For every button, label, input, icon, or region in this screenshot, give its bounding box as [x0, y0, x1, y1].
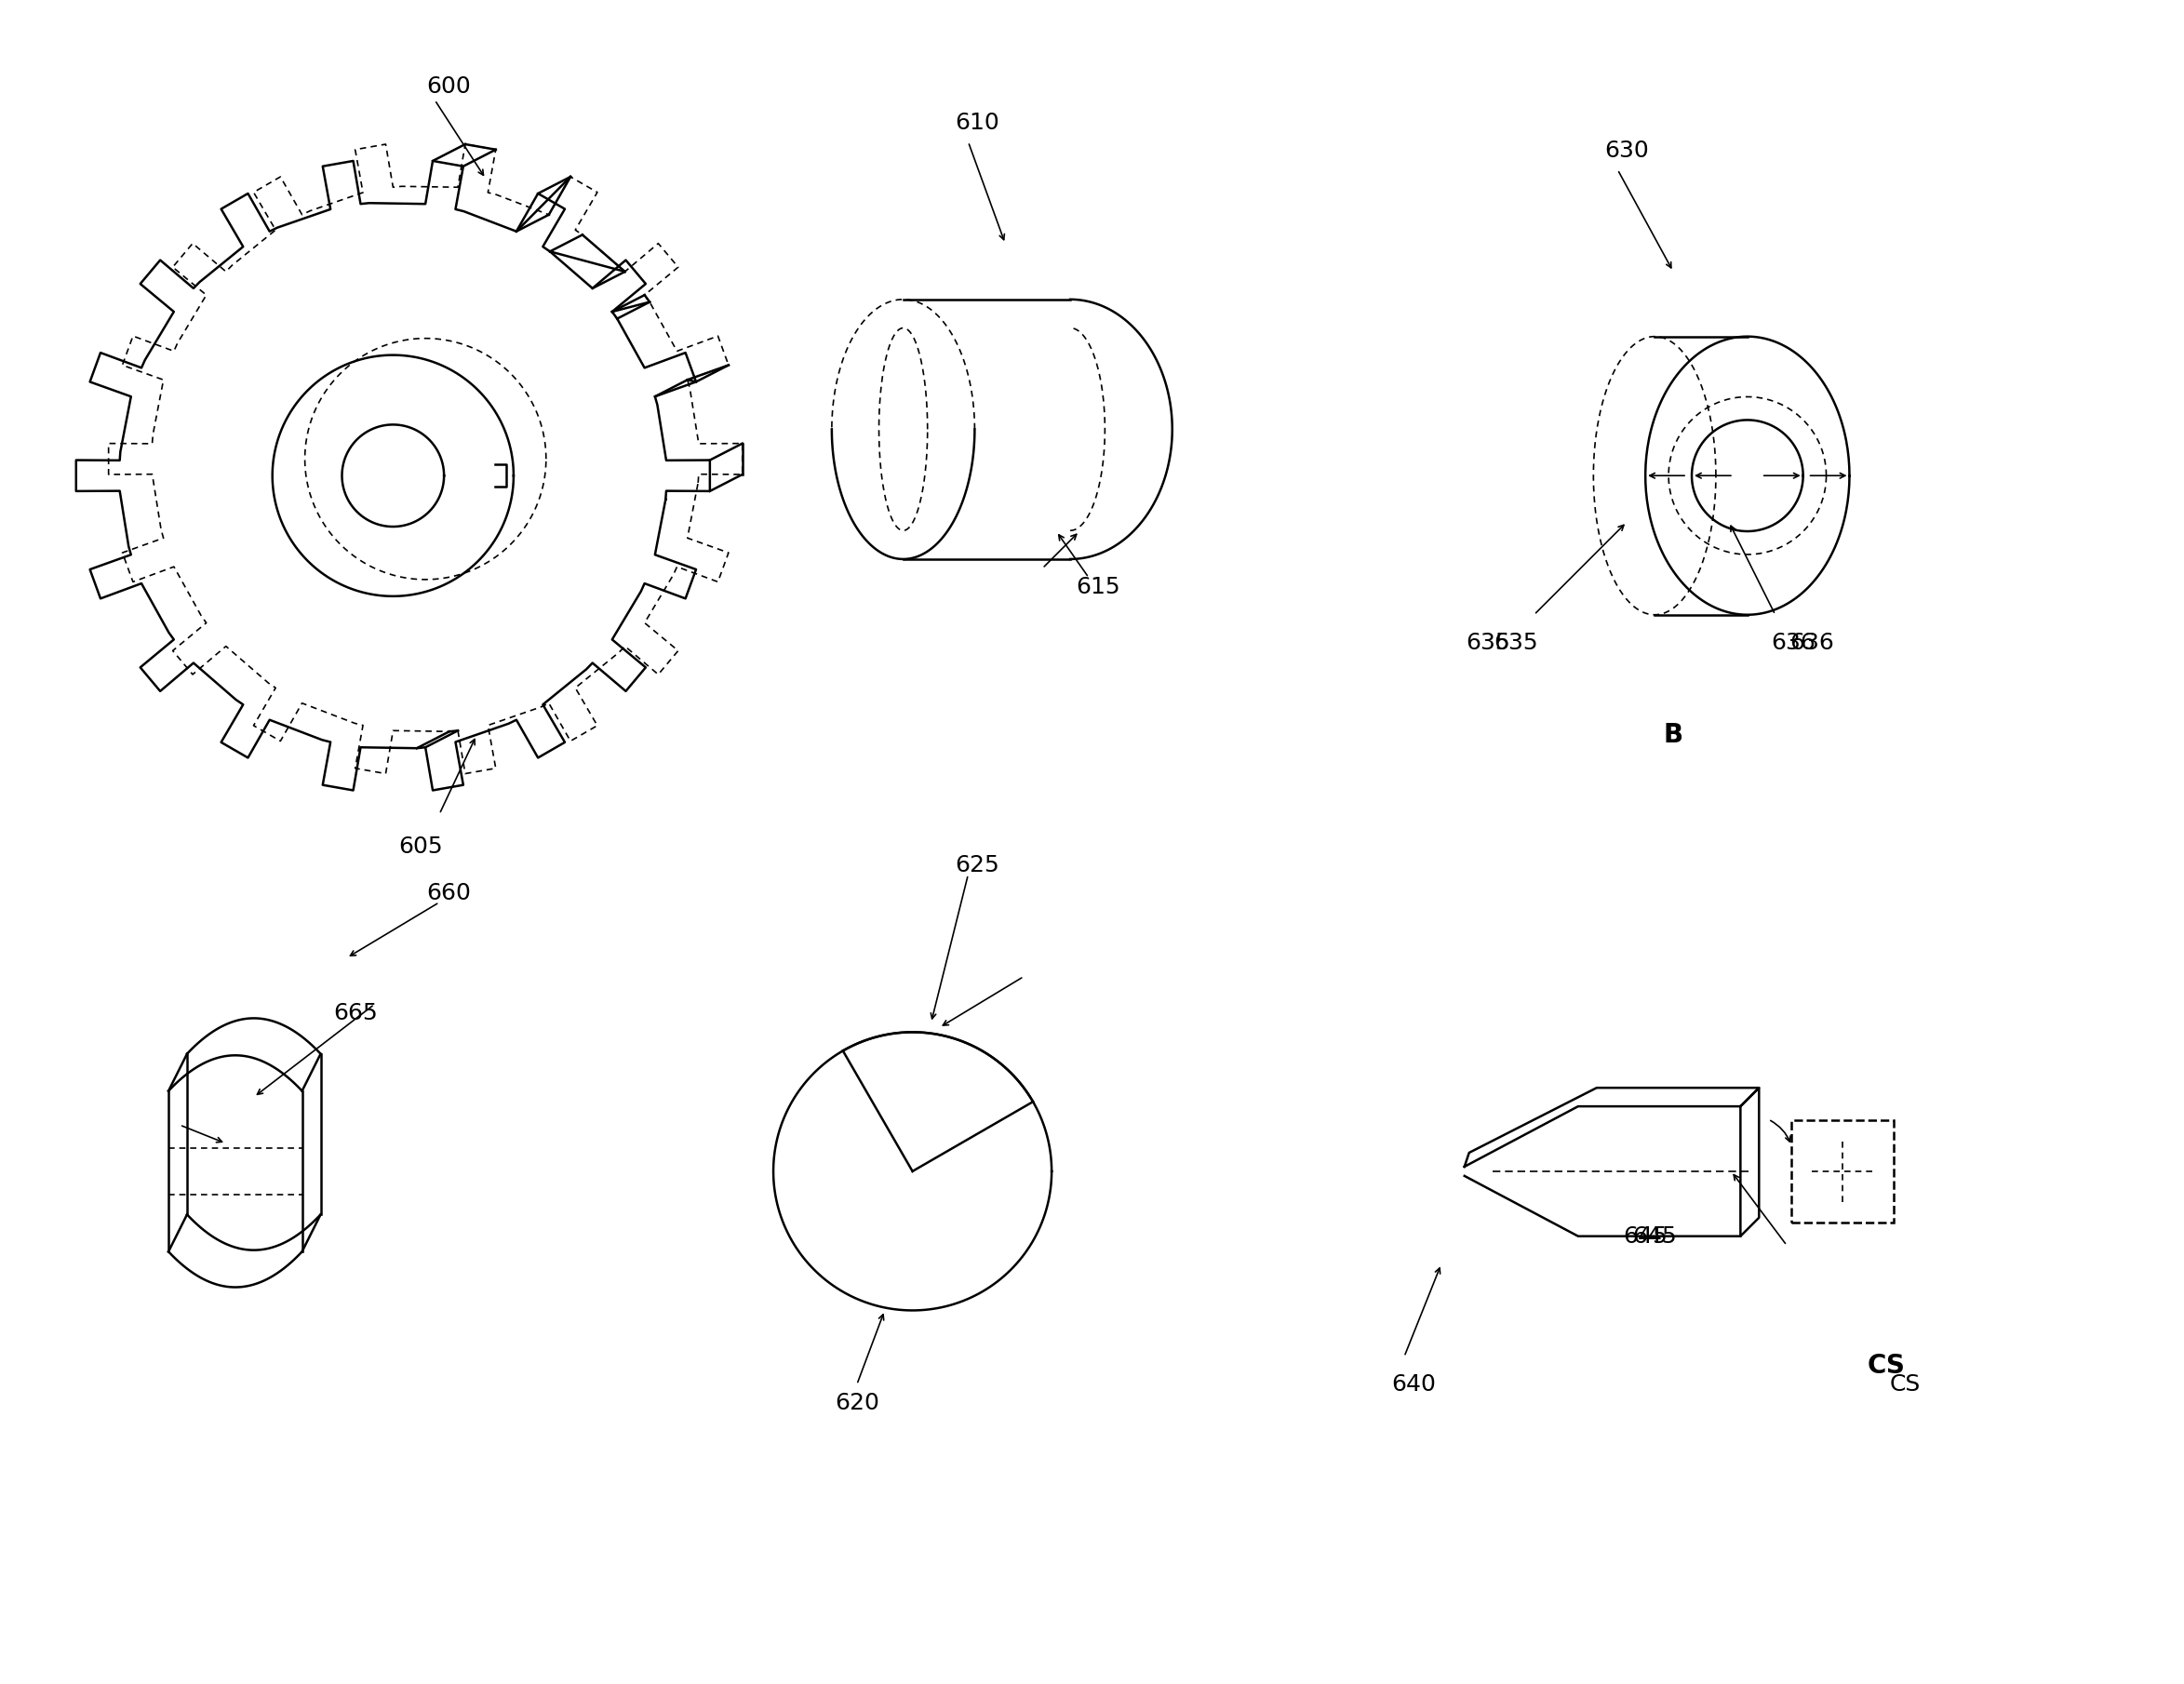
Text: B: B	[1664, 724, 1682, 746]
Text: 635: 635	[1494, 632, 1538, 653]
Text: 635: 635	[1465, 632, 1509, 653]
Text: CS: CS	[1867, 1352, 1907, 1379]
Text: 600: 600	[426, 74, 472, 98]
Text: 615: 615	[1077, 576, 1120, 598]
Text: 645: 645	[1631, 1224, 1677, 1248]
Text: 636: 636	[1791, 632, 1835, 653]
Text: 665: 665	[334, 1002, 378, 1026]
Text: 636: 636	[1771, 632, 1817, 653]
Text: 660: 660	[426, 882, 472, 904]
Text: 640: 640	[1391, 1374, 1435, 1396]
Text: CS: CS	[1889, 1374, 1920, 1396]
Text: 645: 645	[1623, 1224, 1669, 1248]
Text: 630: 630	[1605, 140, 1649, 162]
Text: 620: 620	[834, 1393, 880, 1415]
Text: 610: 610	[954, 113, 1000, 135]
Text: 605: 605	[400, 835, 443, 857]
Text: B: B	[1664, 722, 1684, 748]
Text: 625: 625	[954, 854, 1000, 876]
Bar	[1791, 1120, 1894, 1223]
